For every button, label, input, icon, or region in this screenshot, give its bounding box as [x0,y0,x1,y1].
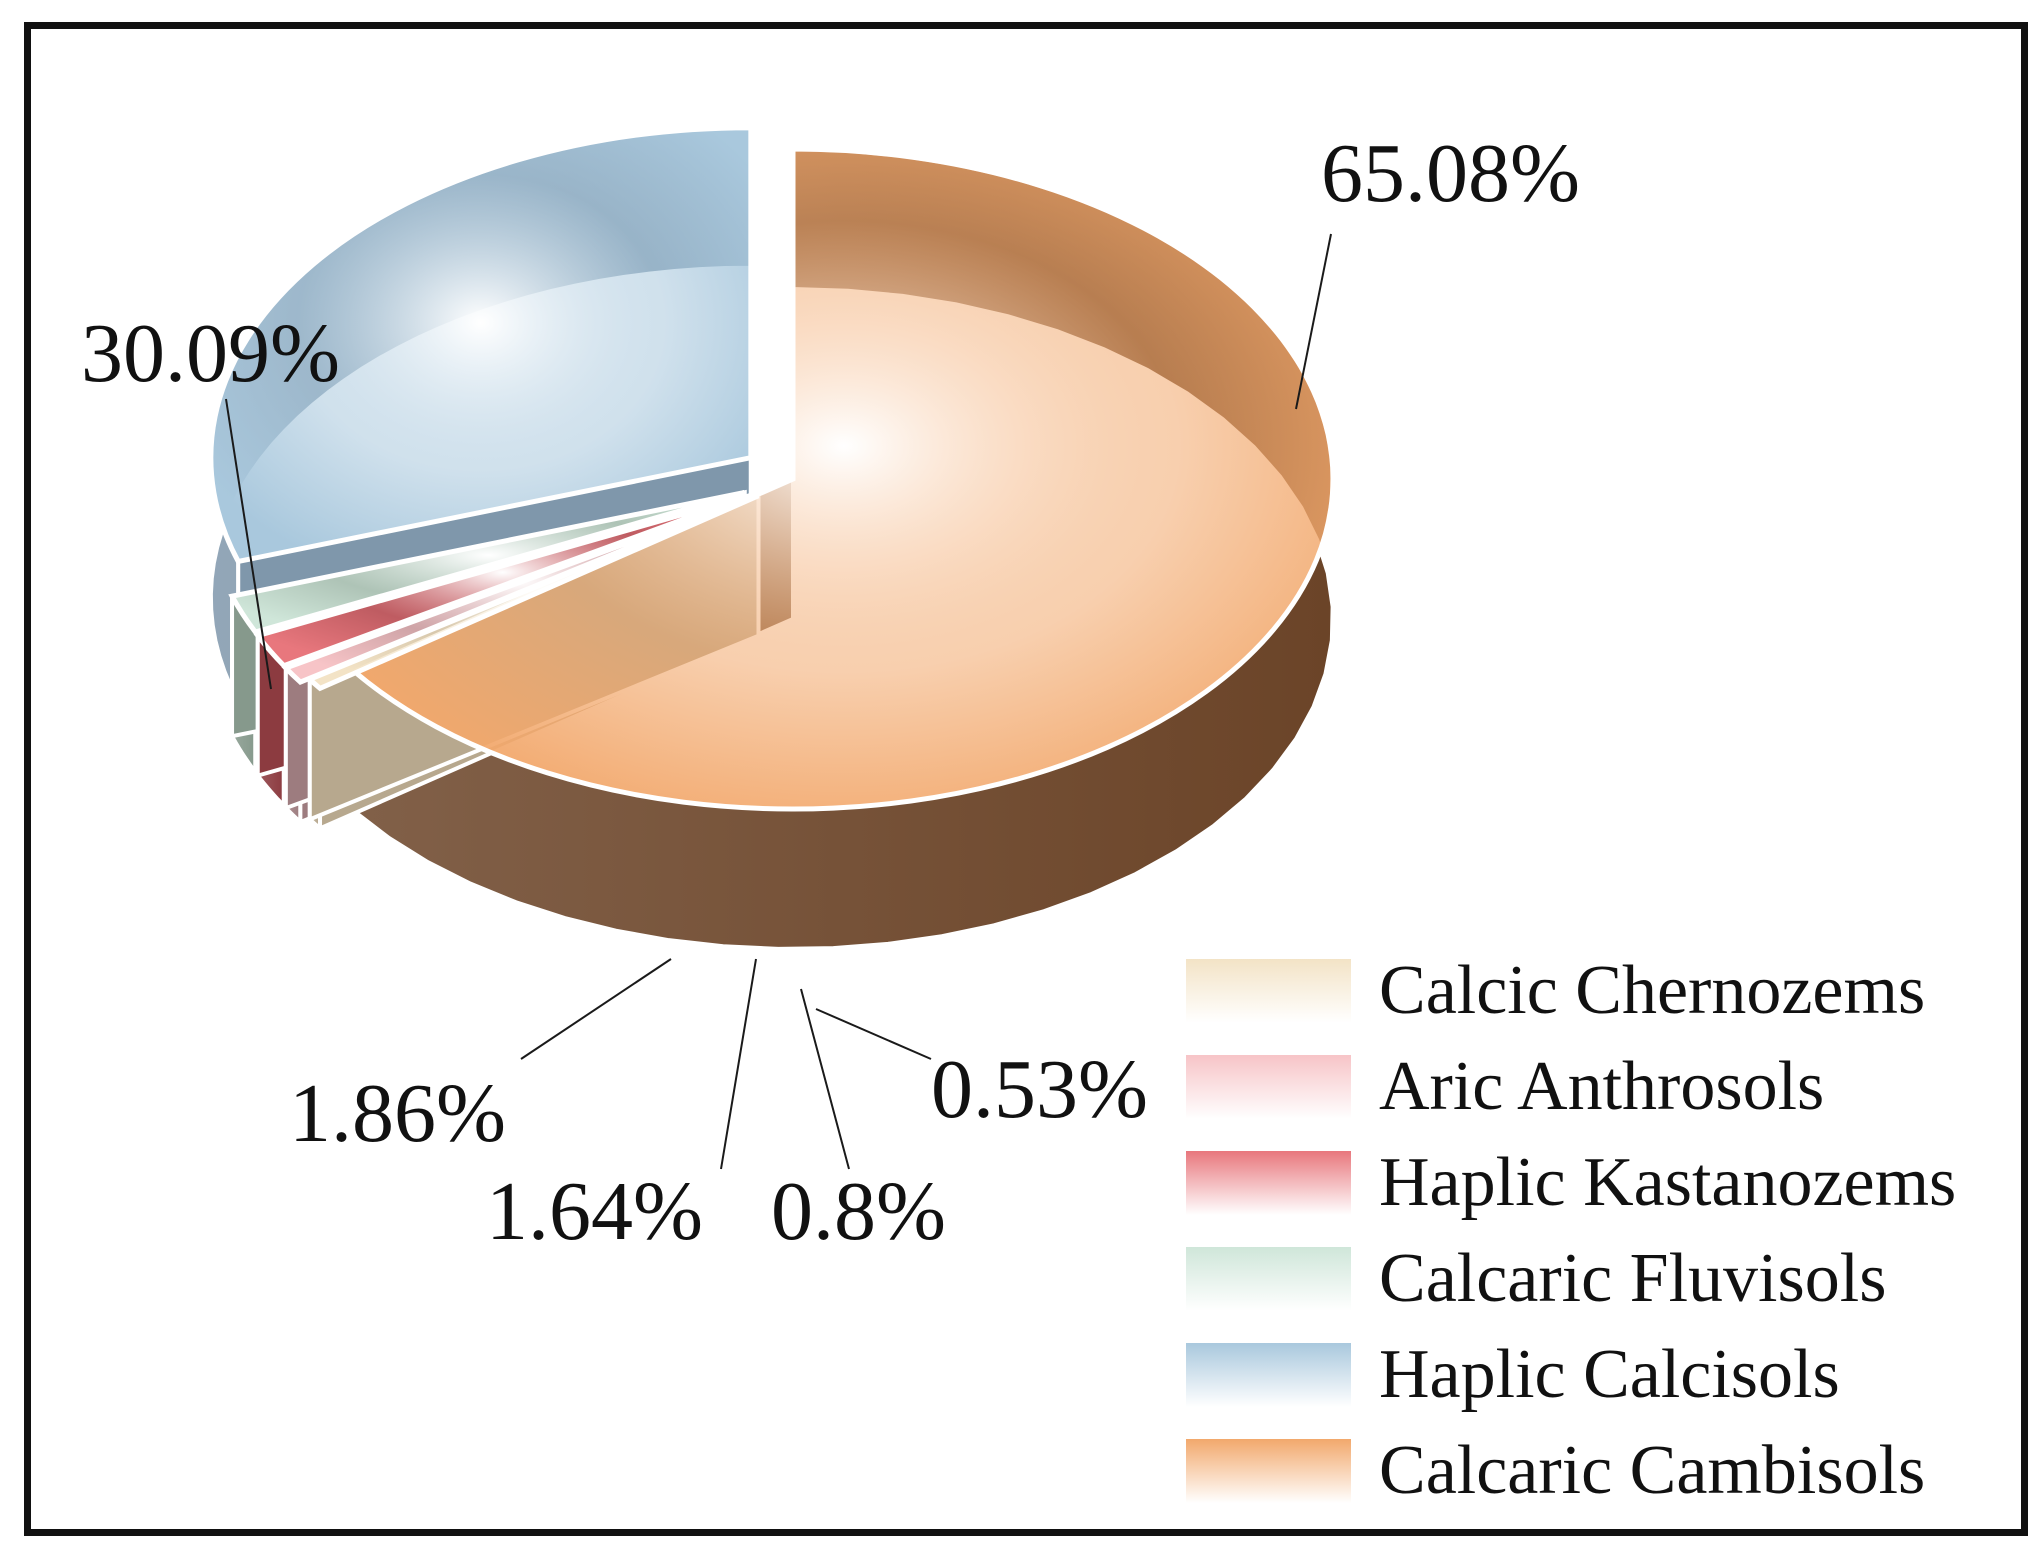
leader-line-calcic-chernozems [815,1008,932,1060]
legend: Calcic Chernozems Aric Anthrosols Haplic K… [1186,952,1956,1509]
leader-line-aric-anthrosols [800,988,850,1170]
legend-item-calcaric-fluvisols: Calcaric Fluvisols [1186,1240,1886,1317]
leader-line-haplic-kastanozems [720,958,757,1170]
chart-frame: 65.08% 30.09% 1.86% 1.64% 0.8% 0.53% Calcic C… [24,22,2028,1536]
leader-lines [225,233,1332,1170]
leader-line-calcaric-fluvisols [520,958,672,1060]
legend-swatch [1186,1439,1351,1503]
legend-label: Calcaric Cambisols [1379,1432,1925,1509]
value-label-haplic-kastanozems: 1.64% [486,1165,703,1258]
legend-label: Haplic Kastanozems [1379,1144,1956,1221]
legend-label: Haplic Calcisols [1379,1336,1840,1413]
pie-chart: 65.08% 30.09% 1.86%1.64% 0.8% 0.53% Calcic C… [81,125,1956,1509]
value-label-calcaric-cambisols: 65.08% [1321,127,1580,220]
legend-label: Aric Anthrosols [1379,1048,1824,1125]
legend-label: Calcic Chernozems [1379,952,1925,1029]
leader-line-haplic-calcisols [225,398,272,690]
slice-calcaric-cambisols [349,146,1336,812]
legend-item-calcaric-cambisols: Calcaric Cambisols [1186,1432,1925,1509]
slice-haplic-calcisols [208,125,754,565]
legend-item-haplic-kastanozems: Haplic Kastanozems [1186,1144,1956,1221]
value-label-calcaric-fluvisols: 1.86% [289,1067,506,1160]
value-label-haplic-calcisols: 30.09% [81,307,340,400]
legend-swatch [1186,1055,1351,1119]
slice-haplic-kastanozems [253,493,748,669]
value-label-calcic-chernozems: 0.53% [931,1043,1148,1136]
leader-line-calcaric-cambisols [1295,233,1332,410]
legend-swatch [1186,1343,1351,1407]
value-labels: 65.08% 30.09% 1.86%1.64% 0.8% 0.53% [81,127,1580,1258]
value-label-aric-anthrosols: 0.8% [771,1165,946,1258]
slice-calcaric-fluvisols [228,489,746,635]
legend-swatch [1186,1247,1351,1311]
slice-aric-anthrosols [281,496,751,685]
legend-swatch [1186,959,1351,1023]
pie-slices [208,125,1336,951]
legend-item-calcic-chernozems: Calcic Chernozems [1186,952,1925,1029]
legend-swatch [1186,1151,1351,1215]
legend-item-haplic-calcisols: Haplic Calcisols [1186,1336,1840,1413]
legend-label: Calcaric Fluvisols [1379,1240,1886,1317]
legend-item-aric-anthrosols: Aric Anthrosols [1186,1048,1824,1125]
